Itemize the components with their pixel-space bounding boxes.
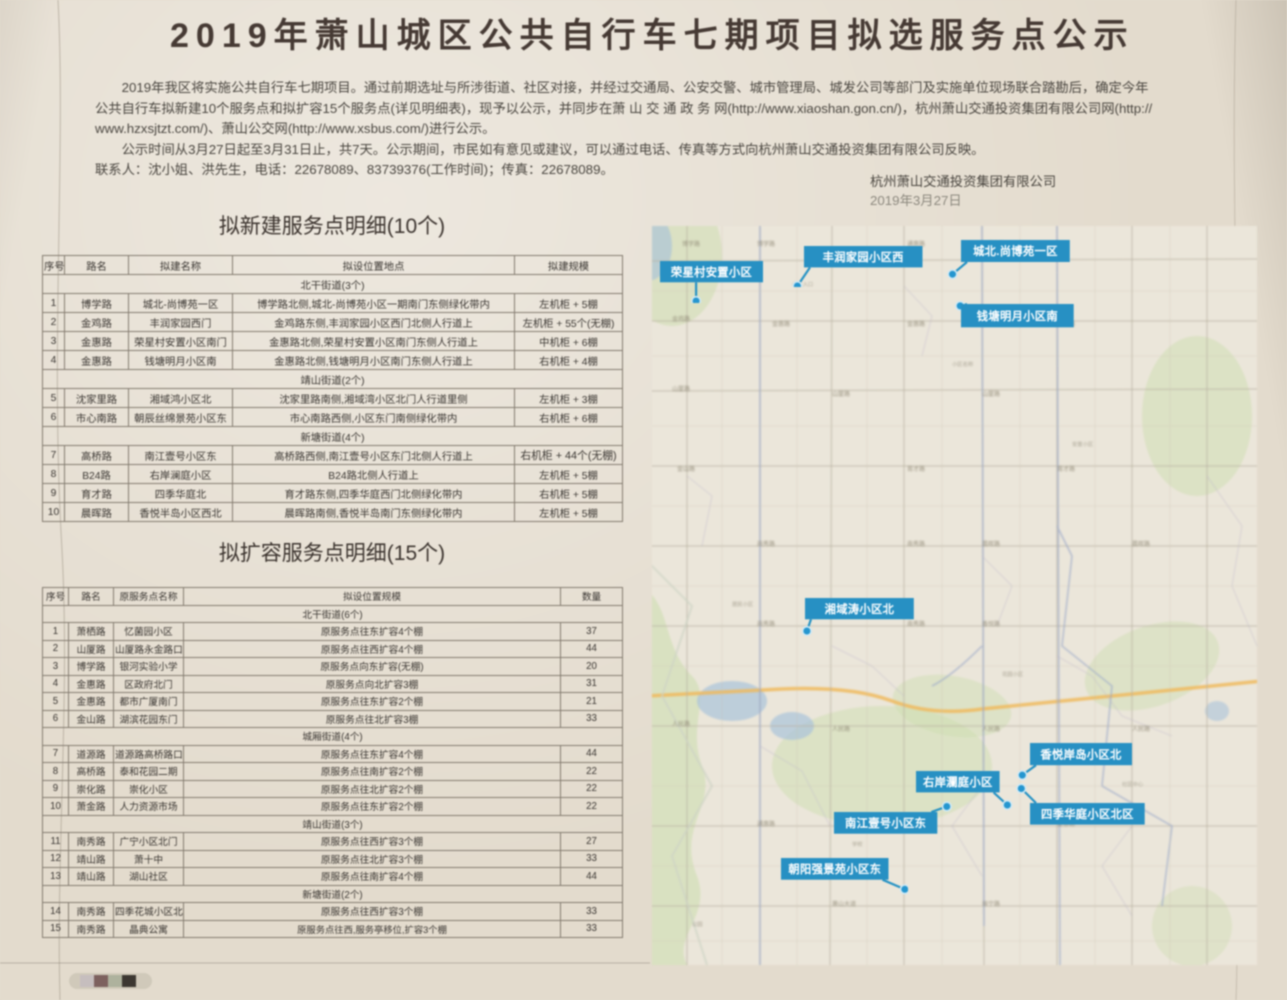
svg-text:朝阳强景苑小区东: 朝阳强景苑小区东 [788, 862, 881, 876]
svg-text:南江壹号小区东: 南江壹号小区东 [845, 816, 926, 830]
svg-text:丰润家园小区西: 丰润家园小区西 [822, 250, 903, 264]
svg-text:荣星村安置小区: 荣星村安置小区 [670, 265, 752, 279]
svg-text:湘域涛小区北: 湘域涛小区北 [825, 602, 895, 616]
svg-text:钱塘明月小区南: 钱塘明月小区南 [977, 309, 1058, 323]
svg-text:香悦岸岛小区北: 香悦岸岛小区北 [1040, 747, 1123, 761]
svg-text:四季华庭小区北区: 四季华庭小区北区 [1041, 807, 1134, 821]
svg-text:城北.尚博苑一区: 城北.尚博苑一区 [973, 244, 1058, 258]
svg-text:右岸瀾庭小区: 右岸瀾庭小区 [922, 775, 993, 789]
